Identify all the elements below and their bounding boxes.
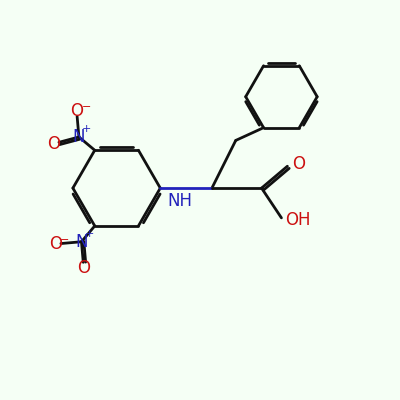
Text: OH: OH (286, 211, 311, 229)
Text: N: N (75, 233, 88, 251)
Text: +: + (82, 124, 92, 134)
Text: +: + (85, 229, 94, 239)
Text: O: O (70, 102, 83, 120)
Text: O: O (47, 135, 60, 153)
Text: O: O (49, 235, 62, 253)
Text: NH: NH (168, 192, 193, 210)
Text: −: − (60, 235, 70, 245)
Text: N: N (73, 128, 85, 146)
Text: O: O (292, 155, 306, 173)
Text: O: O (77, 259, 90, 277)
Text: −: − (82, 102, 91, 112)
